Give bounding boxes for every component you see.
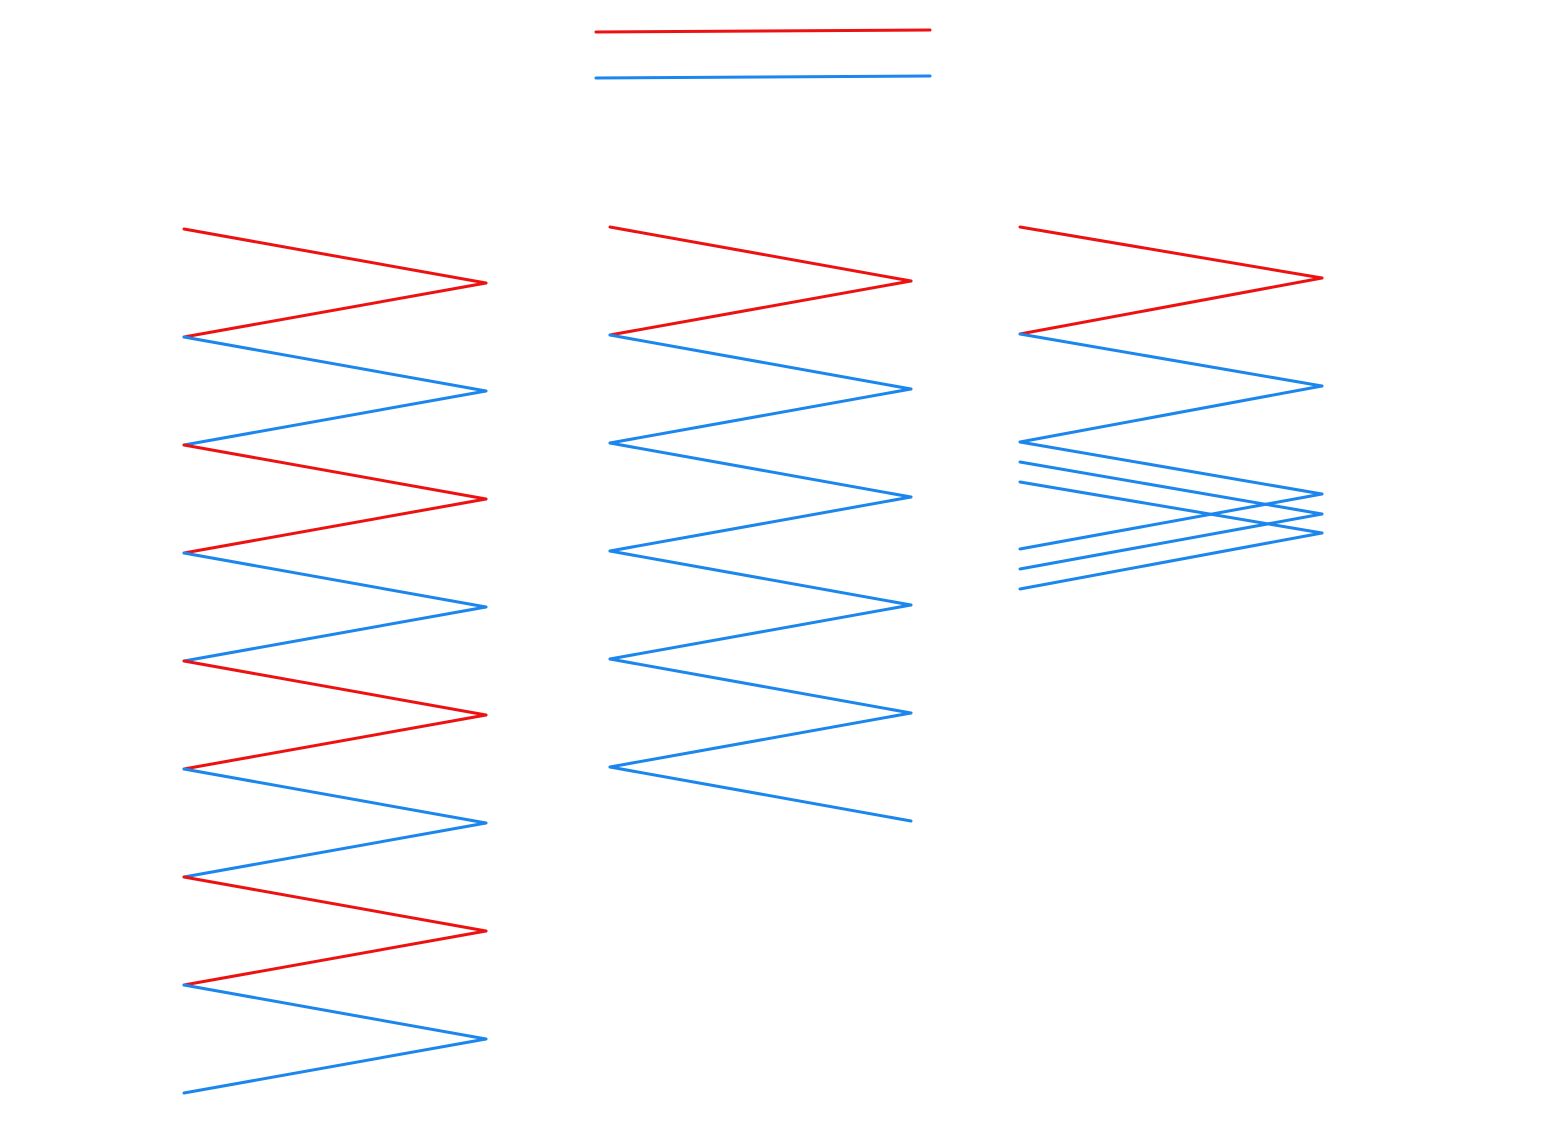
column-3-segment-2 xyxy=(1018,276,1324,336)
column-3-segment-7 xyxy=(1018,460,1324,516)
column-3-segment-9 xyxy=(1018,480,1324,535)
column-1-segment-12 xyxy=(182,821,488,879)
column-3-segment-5 xyxy=(1018,440,1324,496)
column-1-segment-15 xyxy=(182,983,488,1041)
zigzag-column-2 xyxy=(608,225,913,823)
column-3-segment-3 xyxy=(1018,332,1324,388)
column-3-segment-4 xyxy=(1018,384,1324,444)
column-2-segment-10 xyxy=(608,711,913,769)
column-2-segment-7 xyxy=(608,549,913,607)
column-3-segment-1 xyxy=(1018,225,1324,280)
zigzag-column-1 xyxy=(182,227,488,1095)
column-1-segment-7 xyxy=(182,551,488,609)
column-1-segment-16 xyxy=(182,1037,488,1095)
legend xyxy=(594,28,932,80)
column-2-segment-3 xyxy=(608,333,913,391)
column-1-segment-3 xyxy=(182,335,488,393)
column-1-segment-14 xyxy=(182,929,488,987)
column-1-segment-11 xyxy=(182,767,488,825)
column-3-segment-10 xyxy=(1018,531,1324,591)
column-2-segment-5 xyxy=(608,441,913,499)
column-2-segment-2 xyxy=(608,279,913,337)
column-1-segment-6 xyxy=(182,497,488,555)
column-3-segment-6 xyxy=(1018,492,1324,551)
column-1-segment-1 xyxy=(182,227,488,285)
column-1-segment-13 xyxy=(182,875,488,933)
column-1-segment-2 xyxy=(182,281,488,339)
legend-line-red xyxy=(594,28,932,34)
column-2-segment-8 xyxy=(608,603,913,661)
column-2-segment-1 xyxy=(608,225,913,283)
column-1-segment-10 xyxy=(182,713,488,771)
legend-line-blue xyxy=(594,74,932,80)
column-1-segment-5 xyxy=(182,443,488,501)
column-2-segment-9 xyxy=(608,657,913,715)
column-2-segment-6 xyxy=(608,495,913,553)
column-1-segment-4 xyxy=(182,389,488,447)
column-1-segment-8 xyxy=(182,605,488,663)
zigzag-column-3 xyxy=(1018,225,1324,591)
column-1-segment-9 xyxy=(182,659,488,717)
column-2-segment-4 xyxy=(608,387,913,445)
column-2-segment-11 xyxy=(608,765,913,823)
